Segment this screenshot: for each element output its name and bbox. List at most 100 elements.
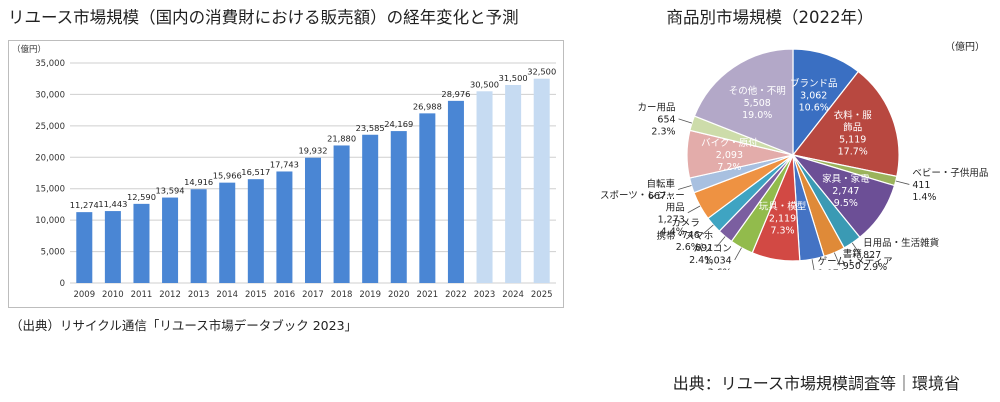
pie-slice-label: 日用品・生活雑貨 827 2.9%	[863, 237, 939, 270]
pie-slice-label-line: 用品	[666, 202, 685, 213]
pie-slice-label-line: 1,074	[818, 269, 845, 270]
pie-chart: （億円）ブランド品 3,062 10.6%衣料・服飾品 5,119 17.7%ベビー・子…	[600, 40, 988, 270]
bar-2014	[219, 182, 236, 283]
pie-slice-label-line: 2,747	[832, 186, 859, 197]
pie-slice-label-line: 17.7%	[838, 147, 868, 158]
bar-2015	[247, 179, 264, 283]
x-tick-label: 2012	[159, 290, 181, 300]
pie-slice-label-line: 746	[682, 230, 700, 241]
pie-slice-label: 家具・家電 2,747 9.5%	[822, 173, 870, 209]
pie-slice-label: ベビー・子供用品 411 1.4%	[912, 167, 988, 203]
bar-value-label: 30,500	[470, 79, 499, 89]
pie-slice-label: その他・不明 5,508 19.0%	[729, 85, 786, 121]
pie-slice-label: 玩具・模型 2,119 7.3%	[759, 200, 807, 236]
bar-2009	[76, 212, 93, 283]
pie-slice-label-line: 携帯・スマホ	[657, 230, 714, 242]
pie-slice-label-line: 2,119	[769, 213, 796, 224]
pie-slice-label: 自転車 667...	[647, 178, 676, 202]
pie-leader-line	[702, 224, 714, 235]
pie-slice-label-line: ゲーム・メディア	[818, 256, 893, 268]
pie-slice-label-line: 5,508	[744, 98, 771, 109]
x-tick-label: 2016	[274, 290, 296, 300]
pie-slice-label-line: 衣料・服	[834, 110, 873, 122]
pie-slice-label-line: カー用品	[638, 103, 676, 114]
bar-value-label: 19,932	[298, 146, 327, 156]
pie-slice-label-line: 3.6%	[708, 267, 732, 270]
pie-slice-label-line: 自転車	[647, 178, 676, 190]
pie-slice-label-line: 3,062	[800, 90, 827, 101]
pie-slice-label-line: 5,119	[839, 135, 866, 146]
pie-slice-label-line: 玩具・模型	[759, 200, 807, 212]
bar-value-label: 32,500	[527, 67, 556, 77]
pie-slice-label: カー用品 654 2.3%	[638, 103, 676, 138]
bar-value-label: 12,590	[127, 192, 156, 202]
x-tick-label: 2010	[102, 290, 124, 300]
pie-slice-label-line: 2.3%	[651, 127, 675, 138]
pie-unit-label: （億円）	[945, 40, 985, 53]
bar-value-label: 21,880	[327, 133, 356, 143]
page-source: 出典：リユース市場規模調査等｜環境省	[672, 374, 960, 393]
bar-chart: （億円） 0 5,000 10,000 15,000 20,000 25,000 30,000…	[12, 44, 556, 300]
pie-slice-label-line: スポーツ・レジャー	[600, 190, 685, 201]
pie-slice-label-line: 2.9%	[863, 262, 887, 270]
pie-slice-label-line: 2,093	[716, 150, 743, 161]
pie-leader-line	[715, 236, 726, 248]
pie-leader-line	[678, 118, 693, 124]
pie-slice-label-line: 書籍	[843, 248, 862, 260]
pie-slice-label: 携帯・スマホ 691 2.4%	[657, 230, 714, 266]
pie-leader-line	[677, 185, 692, 190]
pie-leader-line	[833, 252, 841, 266]
bar-2012	[162, 197, 179, 283]
bar-chart-title: リユース市場規模（国内の消費財における販売額）の経年変化と予測	[8, 8, 519, 27]
x-tick-label: 2011	[131, 290, 153, 300]
bar-2010	[104, 211, 121, 283]
x-tick-label: 2013	[188, 290, 210, 300]
pie-slice-label: バイク・原付 2,093 7.2%	[701, 138, 758, 173]
bar-value-label: 17,743	[270, 159, 299, 169]
pie-slice-label-line: ブランド品	[790, 77, 838, 89]
pie-leader-line	[811, 259, 815, 270]
y-tick-label: 10,000	[35, 216, 65, 226]
bar-2020	[390, 131, 407, 283]
pie-slice	[792, 48, 860, 157]
pie-slice-label: 衣料・服飾品 5,119 17.7%	[834, 110, 873, 158]
pie-leader-line	[687, 205, 701, 214]
bar-value-label: 11,274	[70, 200, 99, 210]
bar-2023	[476, 91, 493, 284]
pie-slice-label-line: 654	[657, 115, 675, 126]
x-tick-label: 2025	[531, 290, 553, 300]
y-tick-label: 30,000	[35, 90, 65, 100]
x-tick-label: 2020	[388, 290, 410, 300]
x-tick-label: 2015	[245, 290, 267, 300]
pie-slice-label: スポーツ・レジャー用品 1,273 4.4%	[600, 190, 685, 237]
y-axis-unit: （億円）	[12, 44, 46, 55]
bar-chart-frame	[8, 40, 564, 308]
pie-slice-label-line: 飾品	[843, 122, 862, 134]
x-tick-label: 2021	[417, 290, 439, 300]
x-tick-label: 2019	[359, 290, 381, 300]
bar-value-label: 15,966	[213, 171, 242, 181]
bar-value-label: 14,916	[184, 177, 213, 187]
y-tick-label: 35,000	[35, 59, 65, 69]
bar-value-label: 23,585	[356, 123, 385, 133]
x-tick-label: 2022	[445, 290, 467, 300]
pie-slice	[791, 70, 900, 178]
pie-slice-label-line: 411	[912, 180, 930, 191]
x-tick-label: 2017	[302, 290, 324, 300]
pie-slice-label: ゲーム・メディア1,0743.7%	[818, 256, 893, 270]
x-tick-label: 2018	[331, 290, 353, 300]
bar-2017	[304, 157, 322, 283]
bar-value-label: 28,976	[441, 89, 470, 99]
bar-2013	[190, 189, 207, 283]
bar-chart-source: （出典）リサイクル通信「リユース市場データブック 2023」	[10, 318, 358, 333]
pie-slice-label-line: 日用品・生活雑貨	[863, 237, 939, 249]
x-tick-label: 2024	[502, 290, 524, 300]
pie-slice-label-line: 1.4%	[912, 192, 936, 203]
pie-slice-label-line: パソコン	[694, 243, 732, 254]
bar-2022	[447, 100, 464, 283]
y-tick-label: 20,000	[35, 153, 65, 163]
bar-value-label: 24,169	[384, 119, 413, 129]
pie-slice-label-line: 1,034	[705, 255, 732, 266]
bar-value-label: 26,988	[413, 101, 442, 111]
bar-2018	[333, 145, 350, 283]
